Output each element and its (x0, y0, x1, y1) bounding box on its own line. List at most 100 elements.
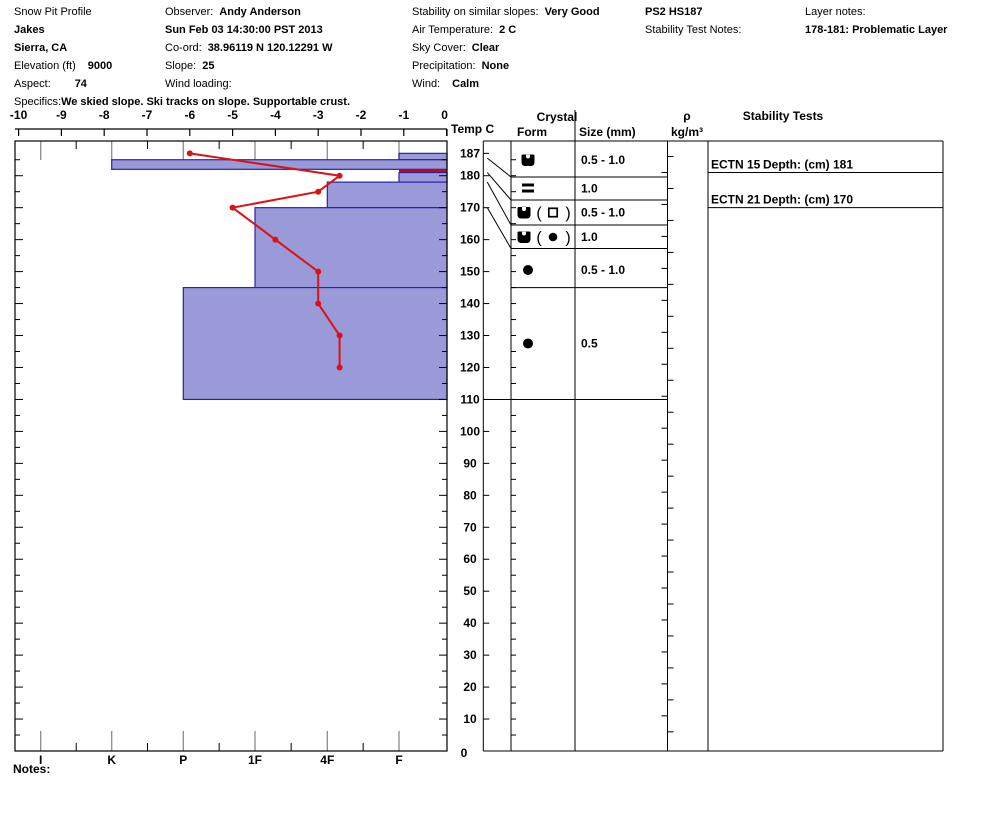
precip-value: None (481, 60, 510, 72)
depth-label: 187 (460, 146, 480, 160)
hardness-axis-label: K (107, 753, 116, 767)
crystal-header: Crystal (537, 110, 578, 124)
stability-test-notes-label: Stability Test Notes: (645, 24, 742, 36)
specifics-value: We skied slope. Ski tracks on slope. Sup… (61, 96, 351, 108)
depth-label: 130 (460, 329, 480, 343)
temp-axis-label: -1 (398, 108, 409, 122)
depth-label: 80 (463, 488, 477, 502)
precip-label: Precipitation: (412, 60, 476, 72)
wind-loading-label: Wind loading: (165, 78, 232, 90)
header-column-layer-notes: Layer notes: 178-181: Problematic Layer (805, 3, 947, 39)
stability-test-result: ECTN 15 (711, 158, 761, 172)
plot-box (14, 140, 448, 752)
depth-label: 50 (463, 584, 477, 598)
temperature-point (336, 364, 343, 371)
temp-axis-label: -5 (227, 108, 238, 122)
header-column-observer: Observer: Andy Anderson Sun Feb 03 14:30:… (165, 3, 332, 93)
wind-label: Wind: (412, 78, 441, 90)
melt-freeze-crust-icon (521, 154, 535, 166)
pit-id: PS2 HS187 (645, 6, 703, 18)
grain-size-value: 0.5 - 1.0 (581, 263, 625, 277)
layer-leader-line (486, 157, 512, 178)
temp-axis-label: -10 (10, 108, 28, 122)
layer-notes-label: Layer notes: (805, 6, 866, 18)
temperature-point (272, 236, 279, 243)
location-name: Jakes (14, 24, 45, 36)
depth-label: 60 (463, 552, 477, 566)
grain-size-value: 0.5 (581, 337, 598, 351)
hardness-axis-label: P (179, 753, 187, 767)
grain-size-value: 0.5 - 1.0 (581, 153, 625, 167)
layer-leader-line (486, 207, 512, 249)
paren-glyph: ( (536, 205, 542, 222)
problem-layer-bar (399, 169, 447, 173)
depth-label: 10 (463, 712, 477, 726)
layer-leader-line (486, 172, 512, 201)
temp-axis-label: -9 (56, 108, 67, 122)
sky-label: Sky Cover: (412, 42, 466, 54)
observer-label: Observer: (165, 6, 214, 18)
temperature-point (336, 332, 343, 339)
observer-value: Andy Anderson (219, 6, 301, 18)
slope-value: 25 (202, 60, 215, 72)
paren-glyph: ) (565, 205, 570, 222)
depth-label: 90 (463, 456, 477, 470)
ice-formation-icon (522, 183, 534, 187)
coord-label: Co-ord: (165, 42, 202, 54)
temperature-point (186, 150, 193, 157)
temperature-point (315, 268, 322, 275)
temp-axis-label: -8 (99, 108, 110, 122)
paren-glyph: ( (536, 230, 542, 247)
depth-label: 140 (460, 297, 480, 311)
depth-label: 150 (460, 265, 480, 279)
hardness-axis-label: 4F (320, 753, 334, 767)
air-temp-label: Air Temperature: (412, 24, 494, 36)
stability-test-depth: Depth: (cm) 181 (763, 158, 853, 172)
layer-hardness-bar (111, 159, 448, 170)
temperature-point (336, 172, 343, 179)
rounded-grains-icon (523, 265, 533, 275)
melt-freeze-crust-icon (517, 231, 531, 243)
stability-slopes-value: Very Good (544, 6, 600, 18)
ice-formation-icon (522, 189, 534, 193)
aspect-value: 74 (74, 78, 87, 90)
grain-size-value: 0.5 - 1.0 (581, 206, 625, 220)
header-column-conditions: Stability on similar slopes: Very Good Ai… (412, 3, 600, 93)
temp-axis-label: -6 (184, 108, 195, 122)
elevation-value: 9000 (87, 60, 113, 72)
rounded-grains-icon (523, 338, 533, 349)
hardness-axis-label: I (39, 753, 42, 767)
datetime-value: Sun Feb 03 14:30:00 PST 2013 (165, 24, 323, 36)
layer-hardness-bar (182, 286, 448, 401)
density-unit-header: kg/m³ (671, 125, 703, 139)
aspect-label: Aspect: (14, 78, 51, 90)
layer-hardness-bar (254, 207, 448, 289)
size-header: Size (mm) (579, 125, 636, 139)
melt-freeze-crust-icon (517, 206, 531, 219)
temp-axis-label: -7 (142, 108, 153, 122)
region: Sierra, CA (14, 42, 68, 54)
depth-label: 120 (460, 360, 480, 374)
temperature-point (315, 188, 322, 195)
coord-value: 38.96119 N 120.12291 W (207, 42, 333, 54)
stability-slopes-label: Stability on similar slopes: (412, 6, 539, 18)
depth-label: 170 (460, 201, 480, 215)
header-column-pit: PS2 HS187 Stability Test Notes: (645, 3, 741, 39)
depth-label: 160 (460, 233, 480, 247)
stability-test-result: ECTN 21 (711, 193, 761, 207)
grain-size-value: 1.0 (581, 230, 598, 244)
faceted-crystals-icon (547, 207, 559, 218)
depth-label: 30 (463, 648, 477, 662)
temp-axis-label: -3 (313, 108, 324, 122)
form-header: Form (517, 125, 547, 139)
notes-label: Notes: (13, 762, 51, 776)
paren-glyph: ) (565, 230, 570, 247)
depth-label: 100 (460, 424, 480, 438)
elevation-label: Elevation (ft) (14, 60, 76, 72)
report-title: Snow Pit Profile (14, 6, 92, 18)
depth-label: 70 (463, 520, 477, 534)
stability-tests-header: Stability Tests (743, 109, 824, 123)
specifics-label: Specifics: (14, 96, 62, 108)
